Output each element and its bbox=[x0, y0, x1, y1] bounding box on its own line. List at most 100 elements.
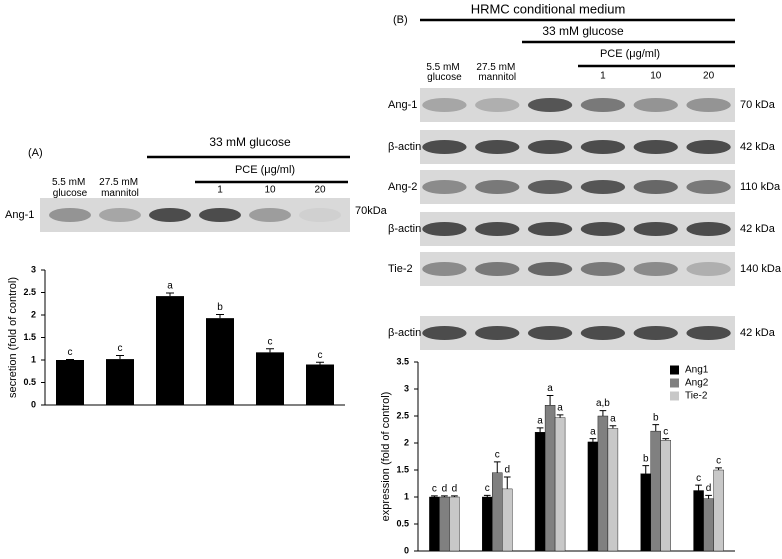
significance-letter: c bbox=[432, 484, 437, 495]
lane-label: 20 bbox=[703, 71, 715, 82]
blot-protein: Ang-2 bbox=[388, 181, 417, 193]
blot-band bbox=[475, 140, 520, 154]
blot-band bbox=[422, 222, 467, 236]
y-tick-label: 1 bbox=[404, 491, 409, 501]
error-bar bbox=[483, 494, 491, 497]
y-tick-label: 0 bbox=[404, 545, 409, 555]
significance-letter: a bbox=[547, 383, 553, 394]
legend-label: Ang2 bbox=[685, 378, 709, 389]
y-tick-label: 0 bbox=[31, 399, 36, 409]
bar bbox=[306, 364, 334, 405]
blot-protein: Tie-2 bbox=[388, 263, 413, 275]
bar bbox=[502, 488, 513, 552]
blot-band bbox=[527, 326, 573, 340]
y-tick-label: 2 bbox=[404, 437, 409, 447]
error-bar bbox=[266, 348, 274, 353]
error-bar bbox=[705, 494, 712, 499]
significance-letter: d bbox=[442, 484, 448, 495]
blot-strip bbox=[420, 316, 735, 350]
blot-strip bbox=[420, 212, 735, 246]
blot-strip bbox=[420, 170, 735, 204]
error-bar bbox=[116, 355, 124, 360]
y-tick-label: 2.5 bbox=[396, 410, 409, 420]
blot-band bbox=[299, 208, 341, 222]
lane-label-line: 5.5 mM bbox=[426, 62, 462, 73]
significance-letter: d bbox=[706, 483, 712, 494]
lane-label-line: glucose bbox=[427, 72, 462, 83]
blot-size: 110 kDa bbox=[740, 181, 781, 193]
legend-swatch bbox=[670, 391, 679, 401]
blot-band bbox=[199, 208, 241, 222]
lane-label: 5.5 mM glucose bbox=[52, 177, 88, 199]
bar bbox=[587, 441, 599, 552]
error-bar bbox=[642, 465, 650, 474]
y-tick-label: 2.5 bbox=[23, 287, 36, 297]
bar bbox=[156, 296, 184, 405]
bar bbox=[482, 496, 493, 552]
bar bbox=[449, 496, 460, 552]
blot-protein: β-actin bbox=[388, 223, 421, 235]
y-axis-label: secretion (fold of control) bbox=[7, 277, 19, 398]
legend-swatch bbox=[670, 365, 679, 375]
blot-band bbox=[422, 326, 467, 340]
error-bar bbox=[715, 467, 722, 470]
significance-letter: a bbox=[537, 416, 543, 427]
lane-label-line: 27.5 mM bbox=[476, 62, 518, 73]
blot-band bbox=[633, 180, 678, 194]
blot-protein: Ang-1 bbox=[388, 99, 417, 111]
bar bbox=[429, 496, 440, 552]
bar bbox=[256, 352, 284, 405]
blot-band bbox=[633, 140, 678, 154]
blot-band bbox=[527, 98, 573, 112]
y-tick-label: 0.5 bbox=[23, 377, 36, 387]
y-tick-label: 2 bbox=[31, 309, 36, 319]
bar bbox=[660, 440, 671, 552]
lane-label: 10 bbox=[650, 71, 662, 82]
blot-band bbox=[249, 208, 291, 222]
blot-band bbox=[580, 222, 626, 236]
significance-letter: c bbox=[68, 347, 73, 358]
y-tick-label: 0.5 bbox=[396, 518, 409, 528]
lane-label: 5.5 mM glucose bbox=[426, 62, 462, 83]
error-bar bbox=[589, 438, 597, 442]
blot-band bbox=[475, 262, 520, 276]
significance-letter: c bbox=[495, 450, 500, 461]
significance-letter: a,b bbox=[596, 398, 610, 409]
glucose-label: 33 mM glucose bbox=[542, 24, 624, 38]
significance-letter: a bbox=[590, 426, 596, 437]
lane-label: 10 bbox=[264, 185, 276, 196]
y-tick-label: 3 bbox=[404, 383, 409, 393]
error-bar bbox=[652, 424, 660, 432]
y-tick-label: 1 bbox=[31, 354, 36, 364]
significance-letter: c bbox=[268, 336, 273, 347]
legend-swatch bbox=[670, 378, 679, 388]
significance-letter: a bbox=[557, 403, 563, 414]
blot-band bbox=[580, 98, 626, 112]
error-bar bbox=[556, 414, 564, 418]
blot-band bbox=[686, 180, 731, 194]
blot-band bbox=[633, 222, 678, 236]
blot-size: 70kDa bbox=[355, 205, 388, 217]
significance-letter: c bbox=[485, 483, 490, 494]
medium-label: HRMC conditional medium bbox=[471, 1, 626, 16]
bar bbox=[544, 405, 556, 552]
blot-protein: β-actin bbox=[388, 327, 421, 339]
error-bar bbox=[216, 314, 224, 319]
pce-label: PCE (μg/ml) bbox=[235, 164, 295, 176]
significance-letter: d bbox=[452, 484, 458, 495]
blot-band bbox=[580, 180, 626, 194]
blot-band bbox=[422, 180, 467, 194]
error-bar bbox=[493, 461, 501, 473]
y-tick-label: 1.5 bbox=[23, 332, 36, 342]
significance-letter: c bbox=[118, 343, 123, 354]
pce-label: PCE (μg/ml) bbox=[600, 48, 660, 60]
legend-label: Tie-2 bbox=[685, 391, 708, 402]
bar bbox=[206, 318, 234, 405]
blot-band bbox=[686, 140, 731, 154]
blot-band bbox=[422, 262, 467, 276]
blot-size: 70 kDa bbox=[740, 99, 776, 111]
bar bbox=[56, 360, 84, 405]
error-bar bbox=[451, 495, 458, 497]
significance-letter: a bbox=[167, 281, 173, 292]
significance-letter: a bbox=[610, 413, 616, 424]
